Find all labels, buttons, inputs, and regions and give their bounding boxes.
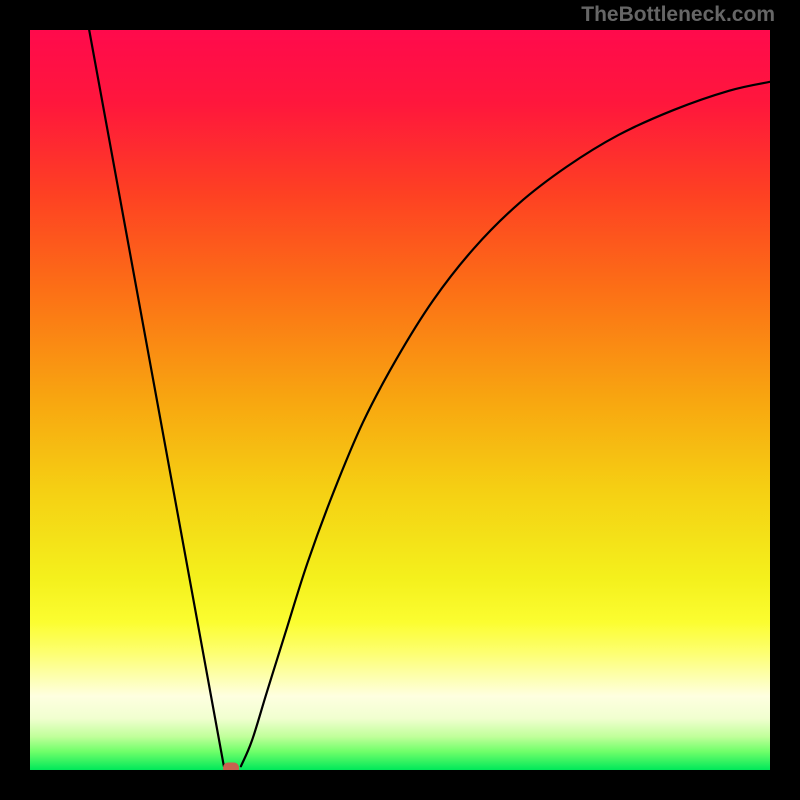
bottleneck-curve — [30, 30, 770, 770]
watermark-text: TheBottleneck.com — [581, 3, 775, 27]
minimum-marker — [223, 762, 239, 770]
chart-frame — [0, 0, 800, 800]
plot-area — [30, 30, 770, 770]
